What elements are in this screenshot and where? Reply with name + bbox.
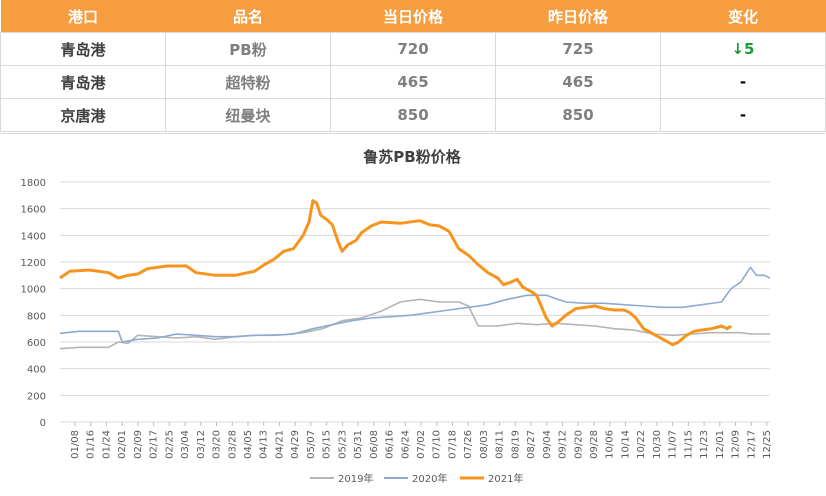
x-tick-label: 09/04: [542, 430, 553, 459]
cell-port: 青岛港: [0, 65, 166, 99]
cell-today: 720: [330, 32, 496, 66]
cell-yesterday: 725: [495, 32, 661, 66]
table-row: 青岛港 超特粉 465 465 -: [0, 65, 826, 99]
x-tick-label: 06/16: [385, 430, 396, 459]
x-tick-label: 09/20: [573, 430, 584, 459]
chart-title: 鲁苏PB粉价格: [363, 148, 461, 166]
x-tick-label: 07/26: [463, 430, 474, 459]
cell-yesterday: 465: [495, 65, 661, 99]
y-axis-ticks: 0 200 400 600 800 1000 1200 1400 1600 1800: [21, 178, 46, 429]
x-tick-label: 07/10: [432, 430, 443, 459]
x-tick-label: 10/30: [652, 430, 663, 459]
x-tick-label: 10/14: [620, 430, 631, 459]
x-tick-label: 01/24: [101, 430, 112, 459]
y-tick-label: 800: [27, 311, 46, 322]
line-chart-svg: 鲁苏PB粉价格 0 200 400 600 800 1000 1200 1400 1600 180…: [21, 148, 773, 485]
cell-port: 京唐港: [0, 98, 166, 132]
x-tick-label: 08/19: [510, 430, 521, 459]
price-table: 港口 品名 当日价格 昨日价格 变化 青岛港 PB粉 720 725 ↓5 青岛…: [0, 0, 826, 132]
y-tick-label: 1400: [21, 231, 46, 242]
x-tick-label: 11/15: [683, 430, 694, 459]
y-tick-label: 600: [27, 338, 46, 349]
series-line-3: [59, 199, 732, 347]
cell-change: -: [660, 65, 826, 99]
cell-product: PB粉: [165, 32, 331, 66]
x-tick-label: 12/17: [746, 430, 757, 459]
x-tick-label: 07/02: [416, 430, 427, 459]
y-tick-label: 400: [27, 365, 46, 376]
x-tick-label: 10/22: [636, 430, 647, 459]
cell-today: 465: [330, 65, 496, 99]
x-tick-label: 06/08: [369, 430, 380, 459]
x-tick-label: 12/09: [731, 430, 742, 459]
x-tick-label: 01/16: [86, 430, 97, 459]
x-tick-label: 04/29: [290, 430, 301, 459]
y-tick-label: 1600: [21, 205, 46, 216]
cell-today: 850: [330, 98, 496, 132]
table-row: 青岛港 PB粉 720 725 ↓5: [0, 32, 826, 66]
legend-label: 2021年: [488, 472, 523, 485]
x-tick-label: 08/03: [479, 430, 490, 459]
x-tick-label: 03/28: [227, 430, 238, 459]
header-today-price: 当日价格: [330, 0, 496, 33]
x-tick-label: 07/18: [447, 430, 458, 459]
x-tick-label: 05/23: [337, 430, 348, 459]
x-tick-label: 12/25: [762, 430, 773, 459]
series-line-2: [59, 266, 771, 343]
x-tick-label: 09/12: [558, 430, 569, 459]
x-tick-label: 03/12: [196, 430, 207, 459]
x-tick-label: 04/21: [274, 430, 285, 459]
legend-label: 2019年: [338, 472, 373, 485]
x-axis-ticks: 01/08 01/16 01/24 02/01 02/09 02/17 02/25 03/04…: [70, 422, 773, 459]
x-tick-label: 10/06: [605, 430, 616, 459]
x-tick-label: 02/09: [133, 430, 144, 459]
x-tick-label: 11/07: [668, 430, 679, 459]
y-tick-label: 1000: [21, 285, 46, 296]
y-tick-label: 200: [27, 391, 46, 402]
x-tick-label: 02/25: [164, 430, 175, 459]
price-chart: 鲁苏PB粉价格 0 200 400 600 800 1000 1200 1400 1600 180…: [0, 133, 825, 496]
x-tick-label: 11/23: [699, 430, 710, 459]
chart-series: [59, 199, 771, 350]
x-tick-label: 12/01: [715, 430, 726, 459]
table-header-row: 港口 品名 当日价格 昨日价格 变化: [0, 0, 826, 33]
cell-yesterday: 850: [495, 98, 661, 132]
header-change: 变化: [660, 0, 826, 33]
x-tick-label: 05/15: [322, 430, 333, 459]
header-product: 品名: [165, 0, 331, 33]
y-tick-label: 1800: [21, 178, 46, 189]
y-tick-label: 1200: [21, 258, 46, 269]
legend-label: 2020年: [412, 472, 447, 485]
x-tick-label: 05/07: [306, 430, 317, 459]
chart-grid: [60, 181, 770, 423]
x-tick-label: 04/05: [243, 430, 254, 459]
x-tick-label: 03/20: [212, 430, 223, 459]
cell-change: -: [660, 98, 826, 132]
cell-port: 青岛港: [0, 32, 166, 66]
x-tick-label: 02/17: [149, 430, 160, 459]
header-port: 港口: [0, 0, 166, 33]
x-tick-label: 02/01: [117, 430, 128, 459]
x-tick-label: 06/24: [400, 430, 411, 459]
cell-product: 纽曼块: [165, 98, 331, 132]
header-yesterday-price: 昨日价格: [495, 0, 661, 33]
x-tick-label: 09/28: [589, 430, 600, 459]
table-row: 京唐港 纽曼块 850 850 -: [0, 98, 826, 132]
cell-product: 超特粉: [165, 65, 331, 99]
x-tick-label: 03/04: [180, 430, 191, 459]
x-tick-label: 01/08: [70, 430, 81, 459]
x-tick-label: 08/27: [526, 430, 537, 459]
x-tick-label: 08/11: [495, 430, 506, 459]
chart-legend: 2019年 2020年 2021年: [310, 472, 523, 485]
cell-change: ↓5: [660, 32, 826, 66]
x-tick-label: 04/13: [259, 430, 270, 459]
y-tick-label: 0: [40, 418, 46, 429]
x-tick-label: 05/31: [353, 430, 364, 459]
